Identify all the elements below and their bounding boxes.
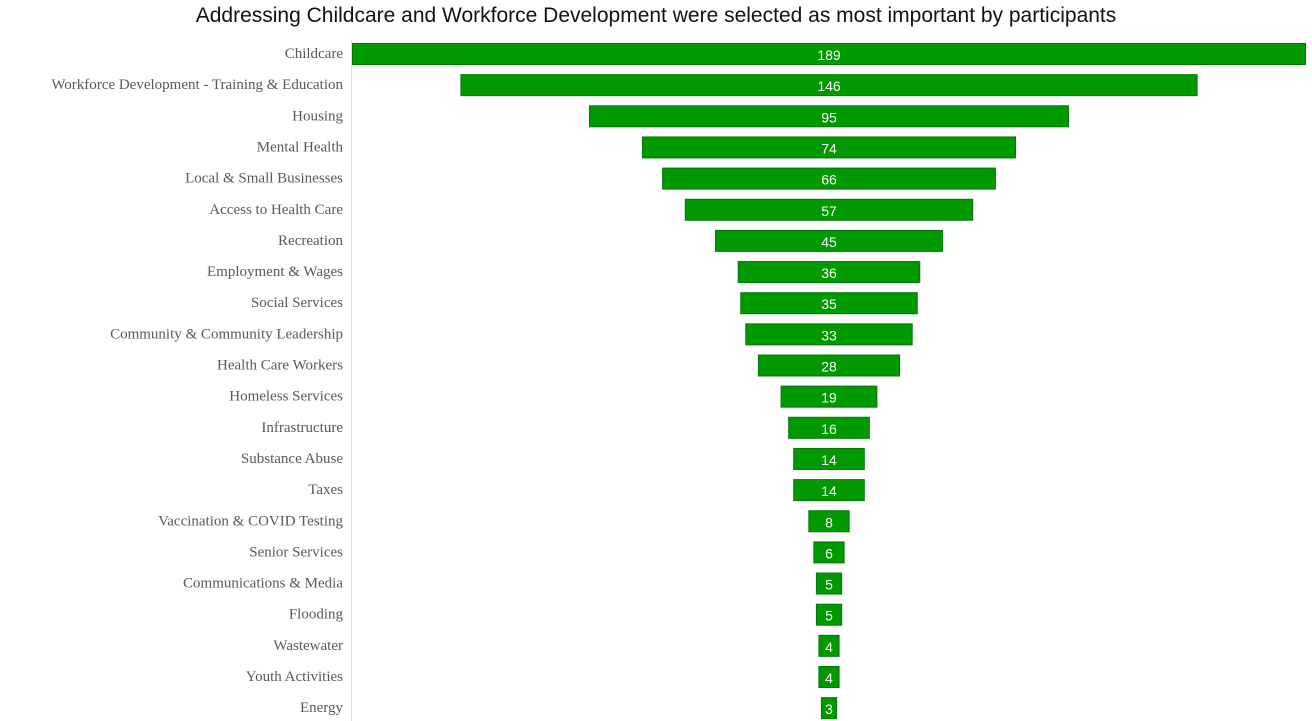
- category-label: Substance Abuse: [241, 451, 343, 467]
- category-label: Wastewater: [273, 638, 343, 654]
- value-label: 8: [825, 514, 833, 530]
- bar: [818, 634, 840, 657]
- category-label: Vaccination & COVID Testing: [158, 513, 343, 529]
- bar: [460, 74, 1198, 97]
- value-label: 4: [825, 670, 833, 686]
- bar: [740, 292, 918, 315]
- category-labels: Childcare Workforce Development - Trainin…: [51, 46, 343, 716]
- chart-title: Addressing Childcare and Workforce Devel…: [195, 4, 1117, 27]
- bars: [352, 43, 1306, 720]
- value-label: 14: [821, 452, 837, 468]
- category-label: Taxes: [308, 482, 343, 498]
- category-label: Local & Small Businesses: [185, 171, 343, 187]
- category-label: Communications & Media: [183, 576, 343, 592]
- bar: [815, 572, 843, 595]
- value-label: 35: [821, 296, 837, 312]
- category-label: Social Services: [251, 295, 343, 311]
- category-label: Flooding: [289, 607, 344, 623]
- value-label: 3: [825, 701, 833, 717]
- bar: [588, 105, 1070, 128]
- value-labels: 189 146 95 74 66 57 45 36 35 33 28 19 16 14 14 8 6 5 5 4 4 3: [817, 47, 841, 717]
- value-label: 16: [821, 421, 837, 437]
- category-label: Childcare: [285, 46, 344, 62]
- category-label: Energy: [300, 700, 344, 716]
- bar: [745, 323, 913, 346]
- value-label: 28: [821, 359, 837, 375]
- bar: [788, 416, 870, 439]
- bar: [715, 229, 943, 252]
- value-label: 33: [821, 327, 837, 343]
- category-label: Housing: [292, 108, 343, 124]
- value-label: 36: [821, 265, 837, 281]
- category-label: Senior Services: [249, 544, 343, 560]
- bar: [808, 510, 850, 533]
- category-label: Mental Health: [257, 139, 344, 155]
- bar: [793, 479, 865, 502]
- category-label: Workforce Development - Training & Educa…: [51, 77, 343, 93]
- category-label: Access to Health Care: [209, 202, 343, 218]
- value-label: 14: [821, 483, 837, 499]
- value-label: 5: [825, 577, 833, 593]
- category-label: Youth Activities: [246, 669, 343, 685]
- value-label: 189: [817, 47, 841, 63]
- value-label: 74: [821, 140, 837, 156]
- value-label: 66: [821, 172, 837, 188]
- value-label: 5: [825, 608, 833, 624]
- category-label: Recreation: [278, 233, 343, 249]
- value-label: 4: [825, 639, 833, 655]
- bar: [813, 541, 845, 564]
- value-label: 57: [821, 203, 837, 219]
- value-label: 95: [821, 109, 837, 125]
- category-label: Health Care Workers: [217, 358, 343, 374]
- bar: [737, 261, 921, 284]
- category-label: Homeless Services: [229, 389, 343, 405]
- bar: [793, 447, 865, 470]
- bar: [780, 385, 878, 408]
- bar: [820, 697, 838, 720]
- bar: [684, 198, 974, 221]
- category-label: Infrastructure: [261, 420, 343, 436]
- value-label: 6: [825, 545, 833, 561]
- bar: [641, 136, 1017, 159]
- value-label: 19: [821, 390, 837, 406]
- value-label: 146: [817, 78, 841, 94]
- bar: [352, 43, 1306, 65]
- bar: [818, 666, 840, 688]
- category-label: Employment & Wages: [207, 264, 343, 280]
- bar: [757, 354, 901, 377]
- category-label: Community & Community Leadership: [110, 326, 343, 342]
- bar: [662, 167, 996, 190]
- value-label: 45: [821, 234, 837, 250]
- bar: [815, 603, 843, 626]
